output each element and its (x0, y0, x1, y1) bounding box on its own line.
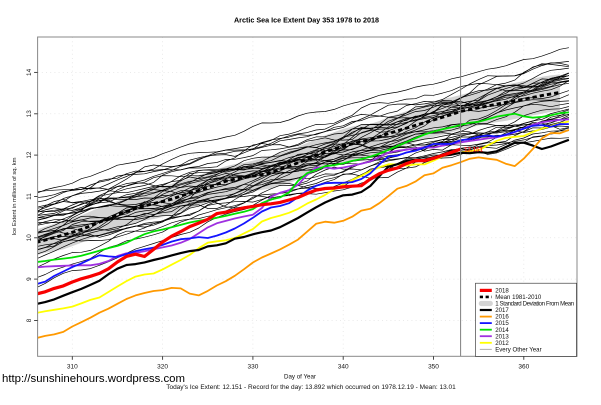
svg-text:2012: 2012 (495, 340, 509, 347)
svg-text:14: 14 (26, 68, 33, 76)
svg-text:http://sunshinehours.wordpress: http://sunshinehours.wordpress.com (2, 373, 185, 385)
svg-text:320: 320 (157, 364, 168, 371)
svg-text:Every Other Year: Every Other Year (495, 346, 541, 353)
svg-text:2015: 2015 (495, 320, 509, 327)
svg-text:2013: 2013 (495, 333, 509, 340)
svg-text:11: 11 (26, 193, 33, 200)
svg-text:12: 12 (26, 151, 33, 159)
svg-text:2017: 2017 (495, 307, 509, 314)
svg-text:2016: 2016 (495, 314, 509, 321)
svg-text:8: 8 (26, 318, 33, 322)
svg-text:1 Standard Deviation From Mean: 1 Standard Deviation From Mean (495, 301, 574, 308)
svg-text:Mean 1981-2010: Mean 1981-2010 (495, 294, 542, 301)
svg-text:310: 310 (67, 364, 78, 371)
svg-text:Today's Ice Extent: 12.151 -: Today's Ice Extent: 12.151 - Record for … (166, 384, 456, 391)
svg-text:330: 330 (247, 364, 258, 371)
svg-text:2018: 2018 (495, 288, 509, 295)
svg-text:Ice Extent in millions of sq.: Ice Extent in millions of sq. km (12, 157, 18, 235)
svg-text:Day of Year: Day of Year (284, 374, 316, 381)
svg-text:9: 9 (26, 277, 33, 281)
svg-text:13: 13 (26, 110, 33, 118)
svg-text:12.151: 12.151 (464, 147, 483, 154)
svg-text:2014: 2014 (495, 327, 509, 334)
svg-text:340: 340 (338, 364, 349, 371)
svg-text:350: 350 (428, 364, 439, 371)
svg-text:10: 10 (26, 234, 33, 242)
svg-text:360: 360 (518, 364, 529, 371)
svg-text:Arctic Sea Ice Extent Day 353: Arctic Sea Ice Extent Day 353 1978 to 20… (234, 16, 379, 25)
